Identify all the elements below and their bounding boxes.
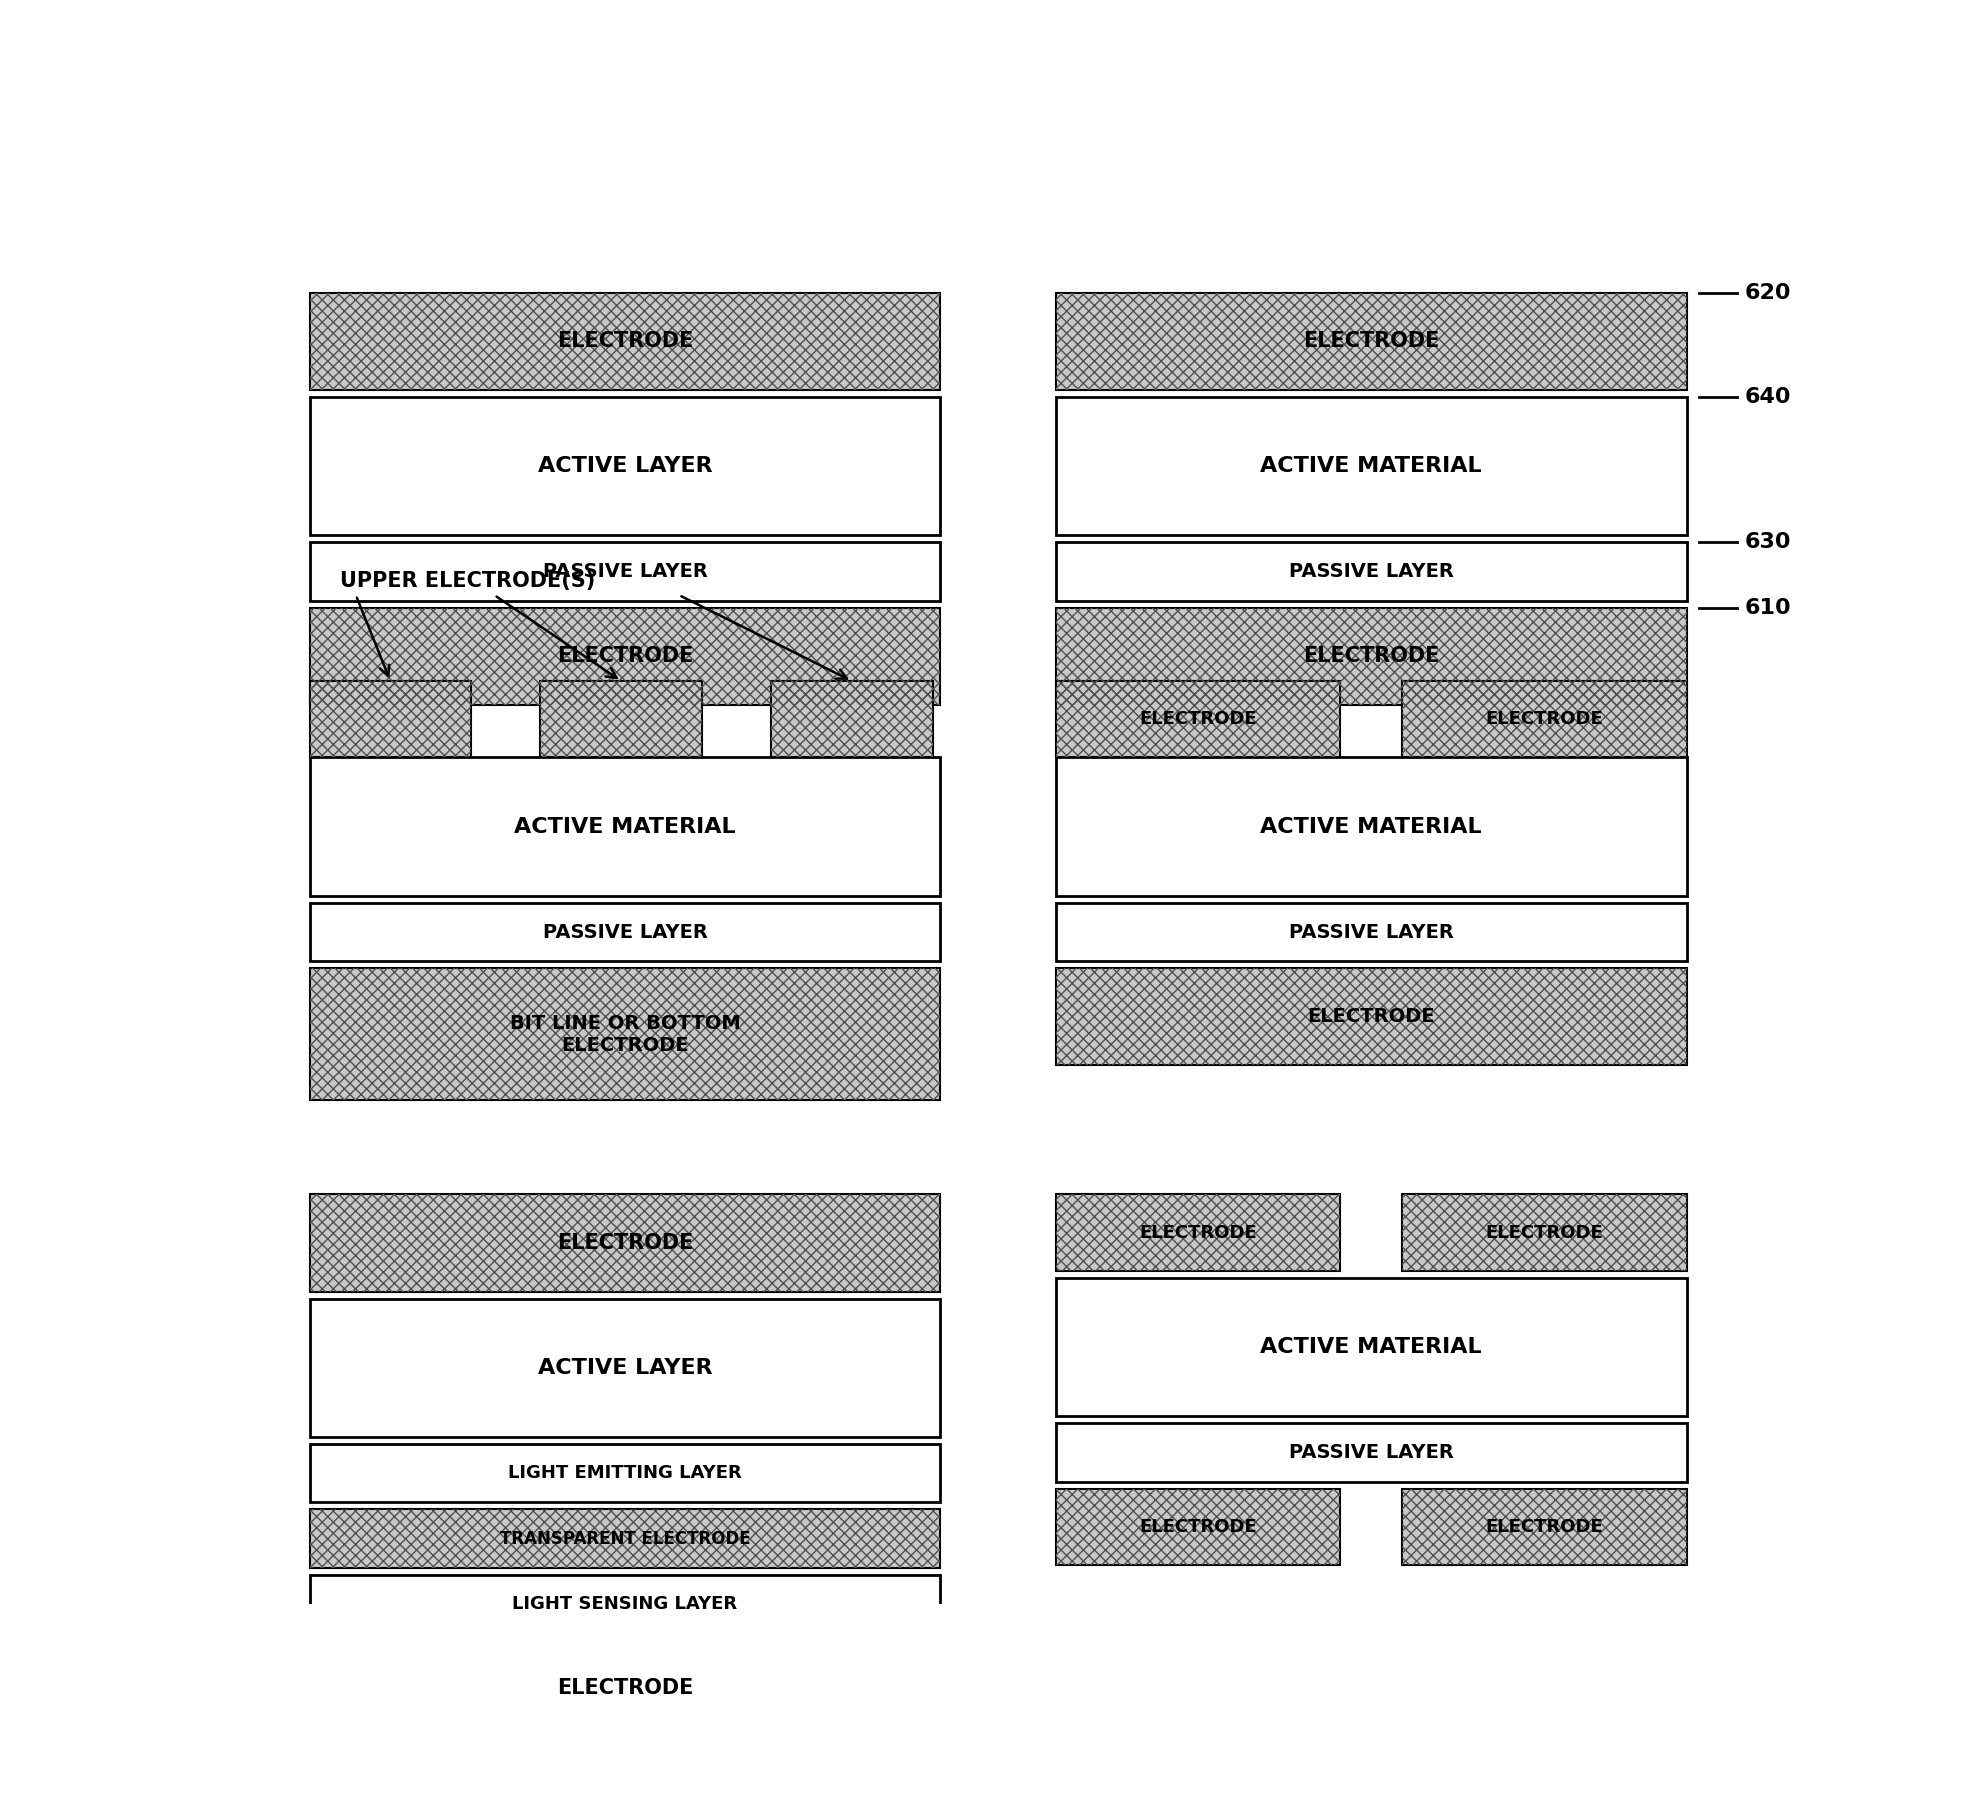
Text: 630: 630 — [1745, 532, 1792, 551]
Bar — [310, 968, 941, 1099]
Text: ELECTRODE: ELECTRODE — [1485, 1517, 1604, 1535]
Bar — [310, 607, 941, 705]
Text: ELECTRODE: ELECTRODE — [1302, 332, 1439, 351]
Bar — [310, 681, 470, 757]
Bar — [310, 968, 941, 1099]
Bar — [310, 1575, 941, 1633]
Bar — [1401, 1195, 1687, 1270]
Text: PASSIVE LAYER: PASSIVE LAYER — [1288, 923, 1453, 942]
Bar — [1401, 1195, 1687, 1270]
Bar — [310, 1195, 941, 1292]
Bar — [1401, 681, 1687, 757]
Bar — [1056, 681, 1340, 757]
Bar — [1056, 1488, 1340, 1564]
Text: PASSIVE LAYER: PASSIVE LAYER — [1288, 562, 1453, 580]
Bar — [770, 681, 933, 757]
Text: UPPER ELECTRODE(S): UPPER ELECTRODE(S) — [341, 571, 596, 591]
Text: ACTIVE LAYER: ACTIVE LAYER — [538, 456, 713, 476]
Bar — [310, 1443, 941, 1503]
Bar — [1056, 757, 1687, 896]
Text: PASSIVE LAYER: PASSIVE LAYER — [1288, 1443, 1453, 1461]
Bar — [310, 1510, 941, 1568]
Text: ELECTRODE: ELECTRODE — [558, 1678, 693, 1699]
Bar — [1056, 1488, 1340, 1564]
Bar — [310, 292, 941, 389]
Text: ELECTRODE: ELECTRODE — [1139, 1517, 1257, 1535]
Bar — [1401, 1488, 1687, 1564]
Bar — [1056, 292, 1687, 389]
Text: ACTIVE MATERIAL: ACTIVE MATERIAL — [514, 816, 736, 836]
Bar — [1056, 396, 1687, 535]
Bar — [1401, 1488, 1687, 1564]
Bar — [1056, 1195, 1340, 1270]
Text: ELECTRODE: ELECTRODE — [1485, 1224, 1604, 1242]
Bar — [1056, 292, 1687, 389]
Text: LIGHT EMITTING LAYER: LIGHT EMITTING LAYER — [508, 1465, 742, 1483]
Bar — [310, 607, 941, 705]
Text: ELECTRODE: ELECTRODE — [558, 647, 693, 667]
Text: ELECTRODE: ELECTRODE — [1302, 647, 1439, 667]
Text: ACTIVE LAYER: ACTIVE LAYER — [538, 1359, 713, 1379]
Bar — [540, 681, 703, 757]
Text: 610: 610 — [1745, 598, 1792, 618]
Bar — [310, 903, 941, 960]
Bar — [1056, 968, 1687, 1065]
Text: PASSIVE LAYER: PASSIVE LAYER — [542, 923, 707, 942]
Text: ELECTRODE: ELECTRODE — [1308, 1007, 1435, 1027]
Bar — [310, 1510, 941, 1568]
Bar — [1056, 1424, 1687, 1481]
Bar — [310, 1195, 941, 1292]
Bar — [1056, 542, 1687, 600]
Bar — [310, 292, 941, 389]
Bar — [1056, 968, 1687, 1065]
Bar — [310, 396, 941, 535]
Text: PASSIVE LAYER: PASSIVE LAYER — [542, 562, 707, 580]
Text: ELECTRODE: ELECTRODE — [558, 1233, 693, 1252]
Bar — [1056, 1278, 1687, 1416]
Bar — [310, 542, 941, 600]
Text: BIT LINE OR BOTTOM
ELECTRODE: BIT LINE OR BOTTOM ELECTRODE — [510, 1015, 740, 1054]
Bar — [1401, 681, 1687, 757]
Text: ELECTRODE: ELECTRODE — [1485, 710, 1604, 728]
Bar — [540, 681, 703, 757]
Text: ELECTRODE: ELECTRODE — [558, 332, 693, 351]
Text: ACTIVE MATERIAL: ACTIVE MATERIAL — [1260, 1337, 1483, 1357]
Text: ACTIVE MATERIAL: ACTIVE MATERIAL — [1260, 456, 1483, 476]
Bar — [310, 681, 470, 757]
Text: ACTIVE MATERIAL: ACTIVE MATERIAL — [1260, 816, 1483, 836]
Bar — [310, 1299, 941, 1438]
Bar — [310, 1640, 941, 1737]
Bar — [310, 1640, 941, 1737]
Bar — [1056, 1195, 1340, 1270]
Text: ELECTRODE: ELECTRODE — [1139, 710, 1257, 728]
Text: 640: 640 — [1745, 387, 1792, 407]
Bar — [1056, 681, 1340, 757]
Bar — [1056, 607, 1687, 705]
Bar — [770, 681, 933, 757]
Text: ELECTRODE: ELECTRODE — [1139, 1224, 1257, 1242]
Bar — [310, 757, 941, 896]
Text: LIGHT SENSING LAYER: LIGHT SENSING LAYER — [512, 1595, 738, 1613]
Text: 620: 620 — [1745, 283, 1792, 303]
Bar — [1056, 903, 1687, 960]
Text: TRANSPARENT ELECTRODE: TRANSPARENT ELECTRODE — [500, 1530, 750, 1548]
Bar — [1056, 607, 1687, 705]
